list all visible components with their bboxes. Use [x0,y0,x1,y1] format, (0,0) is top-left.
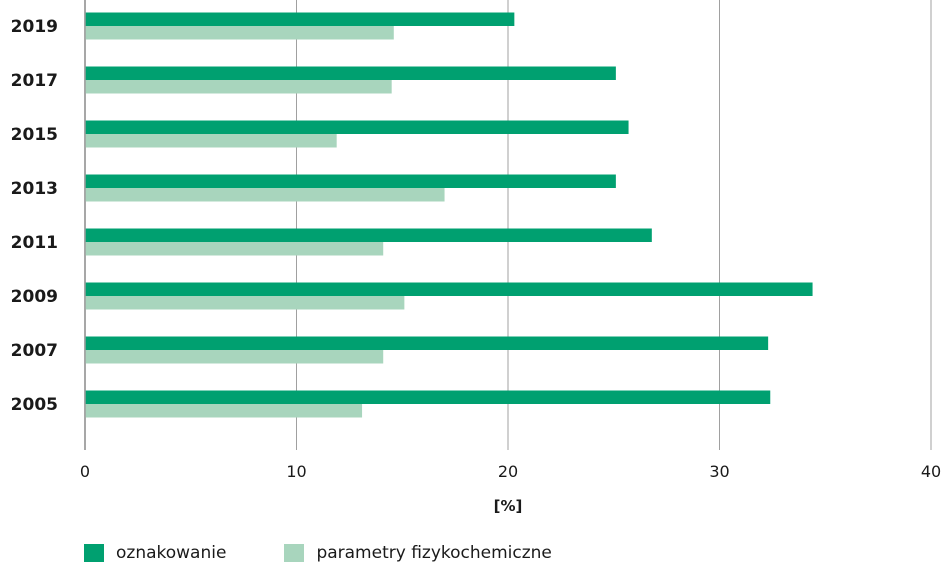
bar-oznakowanie-2017 [85,66,616,80]
x-tick-labels: 0 10 20 30 40 [80,462,941,481]
x-tick-label: 10 [286,462,306,481]
legend: oznakowanie parametry fizykochemiczne [84,543,610,563]
category-label: 2017 [11,71,58,91]
bar-parametry-2013 [85,188,445,202]
category-label: 2005 [11,395,58,415]
bar-parametry-2009 [85,296,405,310]
legend-label: oznakowanie [116,543,227,563]
bar-parametry-2011 [85,242,384,256]
bar-oznakowanie-2013 [85,174,616,188]
x-tick-label: 40 [921,462,941,481]
bar-parametry-2017 [85,80,392,94]
bar-oznakowanie-2019 [85,12,515,26]
bar-oznakowanie-2005 [85,390,771,404]
category-label: 2009 [11,287,58,307]
bar-oznakowanie-2007 [85,336,769,350]
category-label: 2011 [11,233,58,253]
bar-oznakowanie-2009 [85,282,813,296]
bar-parametry-2007 [85,350,384,364]
bar-oznakowanie-2015 [85,120,629,134]
category-label: 2015 [11,125,58,145]
bars [85,12,813,418]
legend-swatch [84,544,104,562]
bar-parametry-2015 [85,134,337,148]
legend-swatch [284,544,305,562]
x-axis-title: [%] [494,497,523,515]
legend-item-series-2: parametry fizykochemiczne [284,543,552,563]
x-tick-label: 30 [709,462,729,481]
legend-label: parametry fizykochemiczne [316,543,552,563]
bar-parametry-2005 [85,404,363,418]
category-label: 2007 [11,341,58,361]
x-tick-label: 20 [498,462,518,481]
category-label: 2019 [11,17,58,37]
bar-parametry-2019 [85,26,394,40]
bar-oznakowanie-2011 [85,228,652,242]
category-label: 2013 [11,179,58,199]
x-tick-label: 0 [80,462,90,481]
legend-item-series-1: oznakowanie [84,543,226,563]
category-labels: 2019 2017 2015 2013 2011 2009 2007 2005 [11,17,58,415]
